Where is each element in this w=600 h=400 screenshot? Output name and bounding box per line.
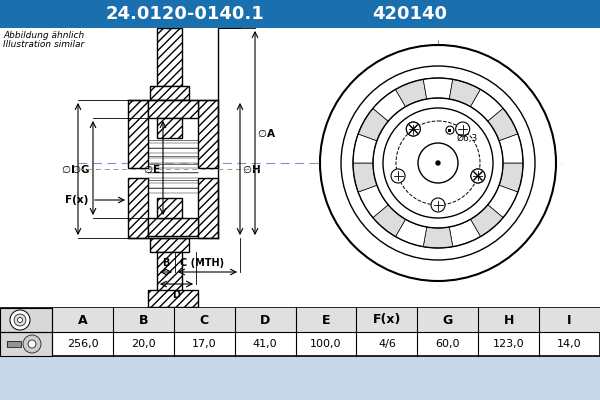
- Circle shape: [23, 335, 41, 353]
- Text: I: I: [568, 314, 572, 326]
- Bar: [448, 129, 451, 132]
- Text: Abbildung ähnlich: Abbildung ähnlich: [3, 31, 84, 40]
- Text: A: A: [77, 314, 87, 326]
- Text: Ø6,3: Ø6,3: [457, 134, 478, 143]
- Text: 60,0: 60,0: [436, 339, 460, 349]
- Text: 123,0: 123,0: [493, 339, 524, 349]
- Bar: [148, 290, 198, 307]
- Text: $\emptyset$H: $\emptyset$H: [242, 163, 261, 175]
- Bar: [52, 308, 600, 332]
- Text: $\emptyset$G: $\emptyset$G: [71, 163, 90, 175]
- Bar: [128, 100, 148, 168]
- Polygon shape: [423, 78, 453, 99]
- Text: 17,0: 17,0: [192, 339, 217, 349]
- Text: $\emptyset$E: $\emptyset$E: [143, 163, 160, 175]
- Bar: [0, 28, 600, 308]
- Text: F(x): F(x): [65, 195, 88, 205]
- Polygon shape: [358, 185, 388, 218]
- Circle shape: [28, 340, 36, 348]
- Bar: [198, 178, 218, 238]
- Circle shape: [471, 169, 485, 183]
- Circle shape: [471, 169, 485, 183]
- Bar: [128, 178, 148, 238]
- Circle shape: [17, 318, 23, 322]
- Circle shape: [341, 66, 535, 260]
- Polygon shape: [449, 219, 481, 247]
- Bar: [157, 198, 182, 218]
- Text: C: C: [200, 314, 209, 326]
- Text: 4/6: 4/6: [378, 339, 396, 349]
- Text: E: E: [322, 314, 330, 326]
- Text: D: D: [260, 314, 270, 326]
- Text: $\emptyset$A: $\emptyset$A: [257, 127, 276, 139]
- Polygon shape: [499, 134, 523, 163]
- Bar: [148, 100, 198, 118]
- Circle shape: [10, 310, 30, 330]
- Polygon shape: [488, 108, 518, 141]
- Bar: [148, 218, 198, 236]
- Text: H: H: [503, 314, 514, 326]
- Bar: [0, 308, 52, 356]
- Polygon shape: [395, 79, 427, 107]
- Polygon shape: [470, 205, 503, 237]
- Polygon shape: [358, 108, 388, 141]
- Bar: [150, 238, 189, 252]
- Circle shape: [406, 122, 421, 136]
- Bar: [150, 86, 189, 100]
- Polygon shape: [499, 163, 523, 192]
- Bar: [0, 0, 600, 28]
- Circle shape: [446, 126, 454, 134]
- Text: 20,0: 20,0: [131, 339, 155, 349]
- Polygon shape: [373, 205, 406, 237]
- Polygon shape: [373, 89, 406, 121]
- Text: $\emptyset$I: $\emptyset$I: [61, 163, 75, 175]
- Circle shape: [406, 122, 421, 136]
- Text: 41,0: 41,0: [253, 339, 277, 349]
- Polygon shape: [395, 219, 427, 247]
- Circle shape: [383, 108, 493, 218]
- Text: 420140: 420140: [373, 5, 448, 23]
- Circle shape: [431, 198, 445, 212]
- Polygon shape: [353, 163, 377, 192]
- Text: Illustration similar: Illustration similar: [3, 40, 84, 49]
- Text: F(x): F(x): [373, 314, 401, 326]
- Text: C (MTH): C (MTH): [180, 258, 224, 268]
- Polygon shape: [353, 134, 377, 163]
- Text: 24.0120-0140.1: 24.0120-0140.1: [106, 5, 265, 23]
- Polygon shape: [423, 227, 453, 248]
- Text: B: B: [163, 258, 170, 268]
- Bar: [157, 252, 182, 307]
- Circle shape: [391, 169, 405, 183]
- Text: G: G: [443, 314, 453, 326]
- Bar: [0, 308, 600, 356]
- Polygon shape: [470, 89, 503, 121]
- Text: 100,0: 100,0: [310, 339, 342, 349]
- Circle shape: [320, 45, 556, 281]
- Polygon shape: [449, 79, 481, 107]
- Text: D: D: [173, 290, 181, 300]
- Bar: [157, 118, 182, 138]
- Bar: [198, 100, 218, 168]
- Polygon shape: [488, 185, 518, 218]
- Circle shape: [455, 122, 470, 136]
- Text: 256,0: 256,0: [67, 339, 98, 349]
- Circle shape: [418, 143, 458, 183]
- Circle shape: [436, 161, 440, 165]
- Bar: [7, 341, 21, 347]
- Text: 14,0: 14,0: [557, 339, 582, 349]
- Circle shape: [14, 314, 26, 326]
- Text: B: B: [139, 314, 148, 326]
- Bar: [157, 28, 182, 86]
